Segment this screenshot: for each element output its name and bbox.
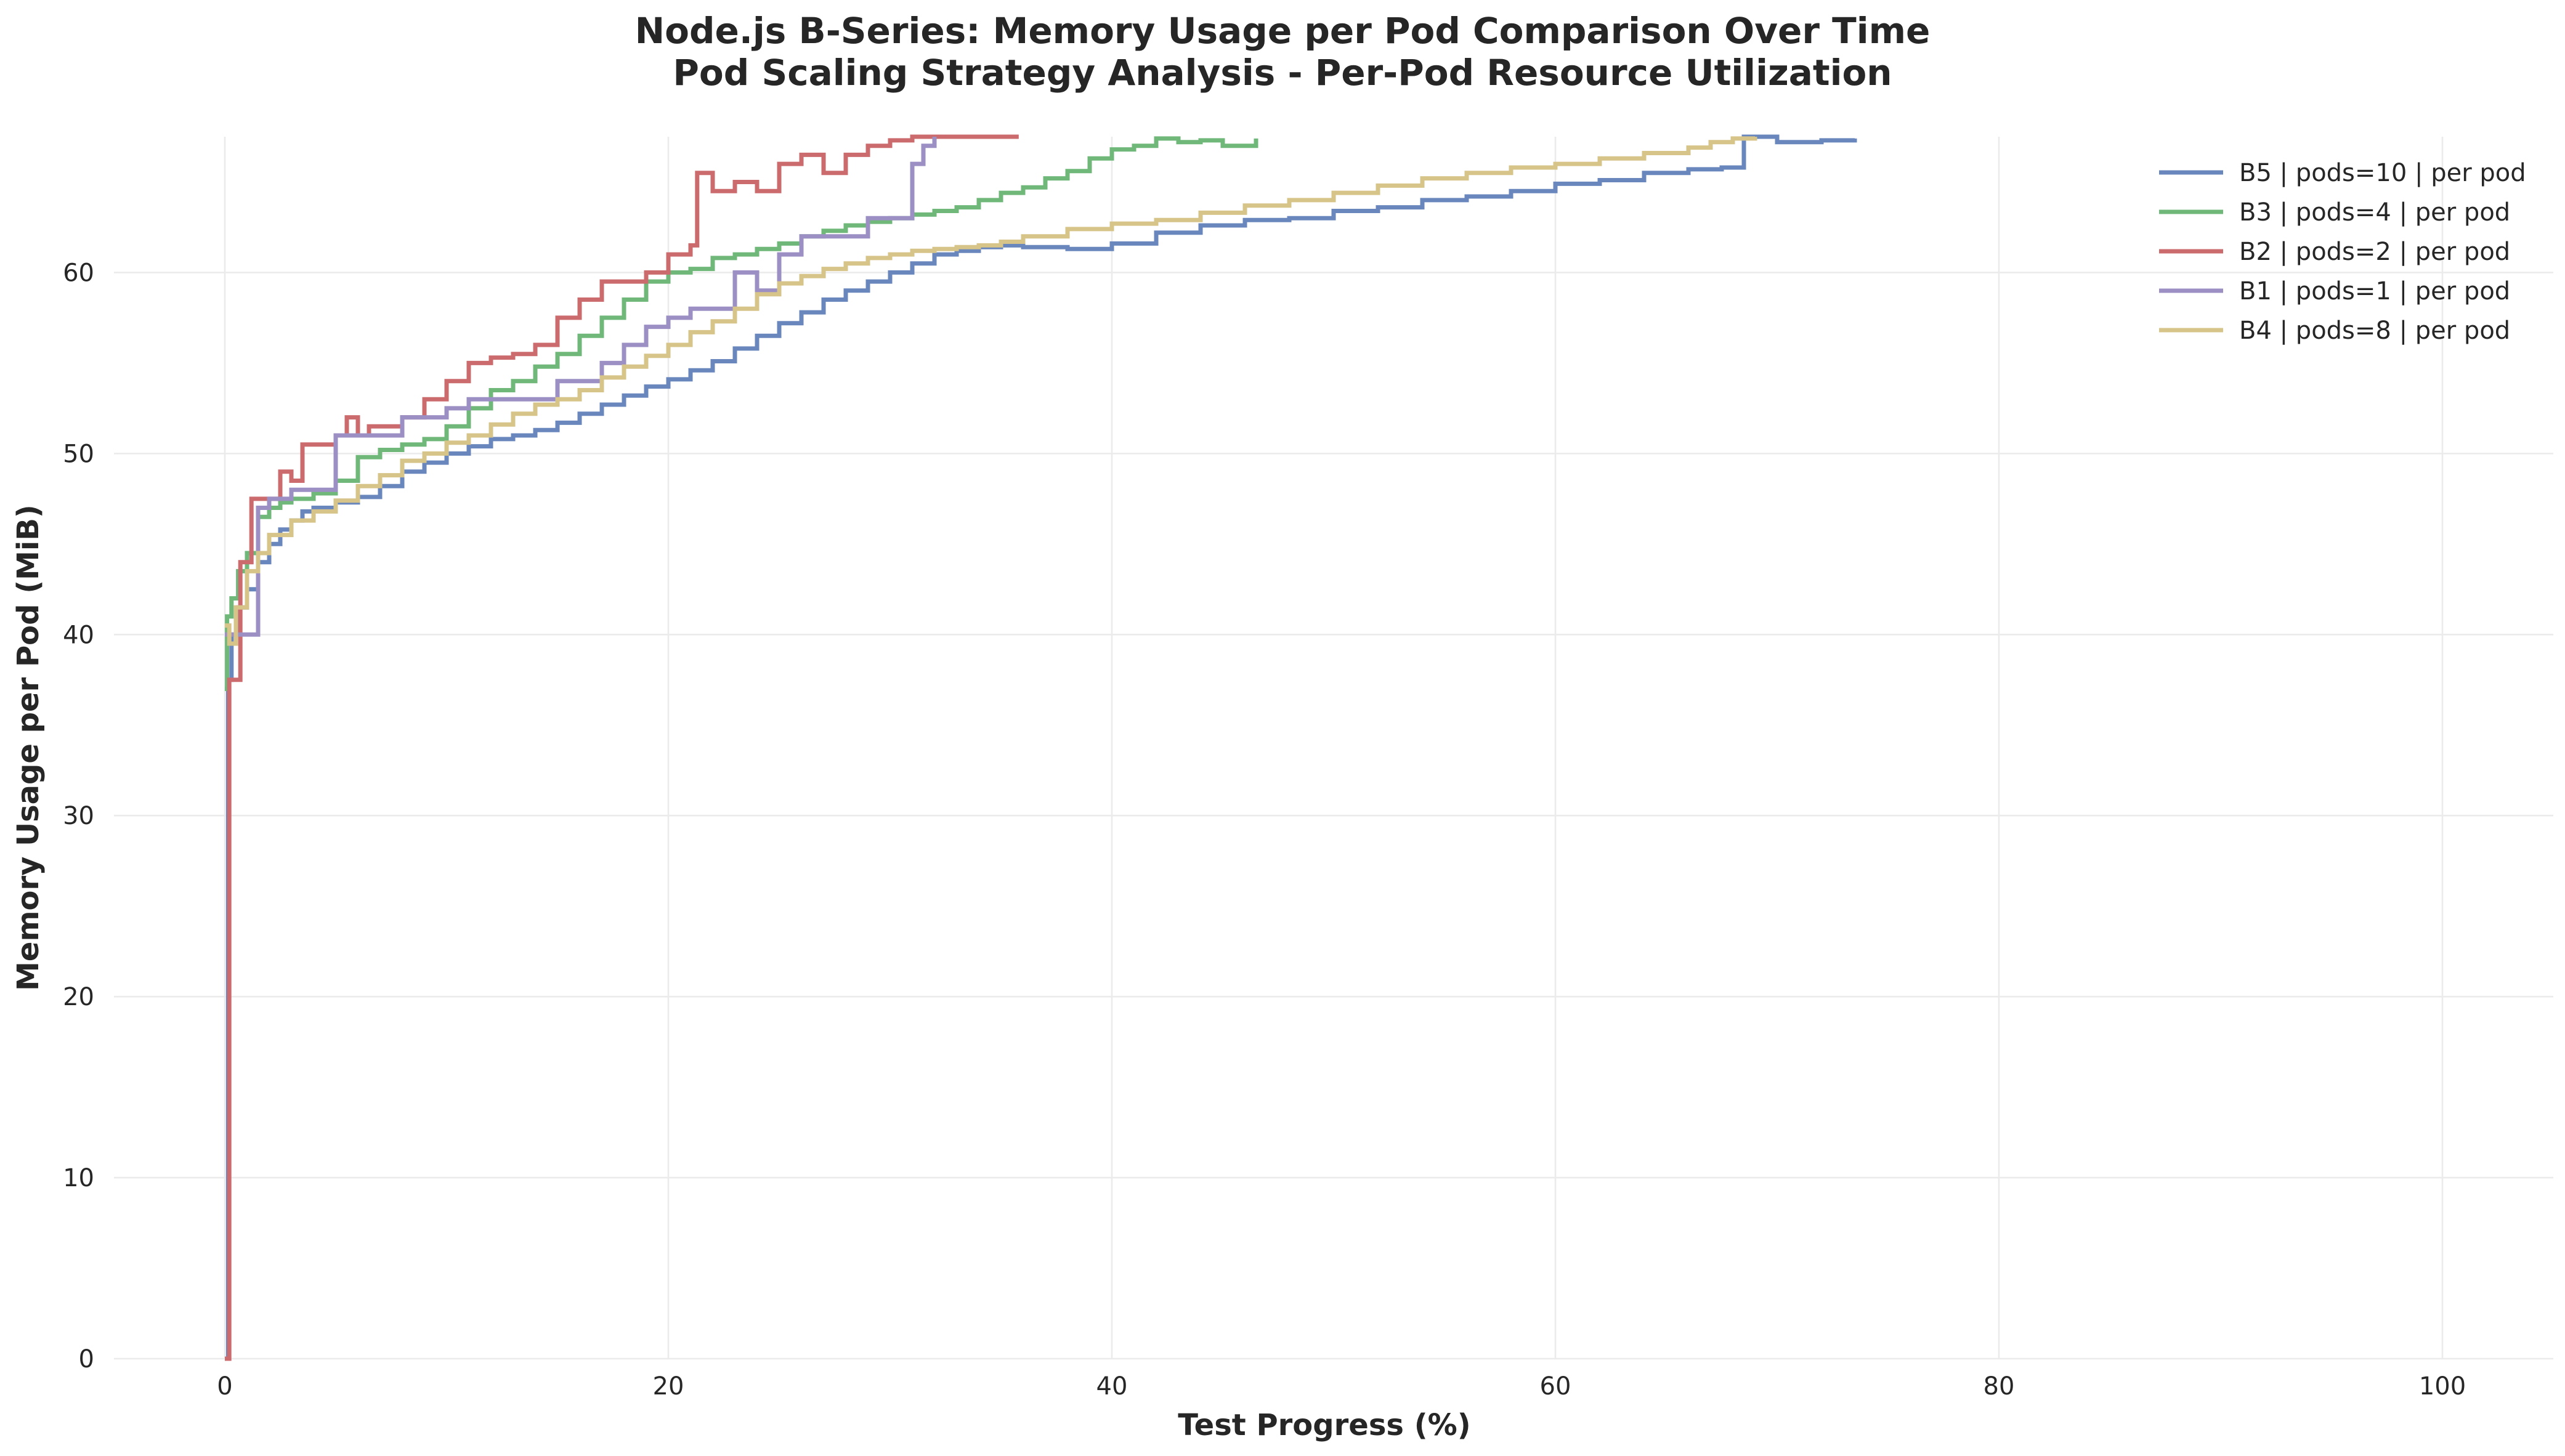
y-tick-label: 40: [63, 621, 94, 649]
legend-label: B1 | pods=1 | per pod: [2239, 277, 2510, 305]
series-line-5: [225, 136, 1757, 646]
series-line-4: [225, 137, 937, 637]
y-tick-label: 50: [63, 440, 94, 468]
x-tick-label: 100: [2419, 1372, 2466, 1401]
y-tick-label: 10: [63, 1164, 94, 1192]
y-axis-label: Memory Usage per Pod (MiB): [11, 504, 46, 991]
y-tick-label: 60: [63, 259, 94, 287]
x-tick-label: 80: [1984, 1372, 2015, 1401]
chart-subtitle: Pod Scaling Strategy Analysis - Per-Pod …: [673, 52, 1892, 94]
legend: B5 | pods=10 | per pod B3 | pods=4 | per …: [2159, 159, 2526, 345]
x-tick-label: 0: [217, 1372, 232, 1401]
y-tick-label: 20: [63, 983, 94, 1011]
grid: [114, 137, 2553, 1360]
series-line-2: [225, 136, 1258, 691]
series-layer: [225, 134, 1857, 1361]
y-tick-label: 0: [79, 1345, 94, 1373]
tick-labels: 0 20 40 60 80 100 0 10 20 30 40 50 60: [63, 259, 2466, 1401]
legend-label: B2 | pods=2 | per pod: [2239, 238, 2510, 266]
x-tick-label: 20: [653, 1372, 684, 1401]
series-line-3: [225, 134, 1019, 1361]
y-tick-label: 30: [63, 802, 94, 830]
legend-label: B5 | pods=10 | per pod: [2239, 159, 2526, 187]
chart-title: Node.js B-Series: Memory Usage per Pod C…: [635, 10, 1931, 52]
legend-label: B3 | pods=4 | per pod: [2239, 198, 2510, 227]
legend-label: B4 | pods=8 | per pod: [2239, 317, 2510, 345]
x-tick-label: 60: [1540, 1372, 1571, 1401]
x-axis-label: Test Progress (%): [1178, 1408, 1470, 1442]
x-tick-label: 40: [1096, 1372, 1128, 1401]
series-line-1: [225, 134, 1857, 1361]
